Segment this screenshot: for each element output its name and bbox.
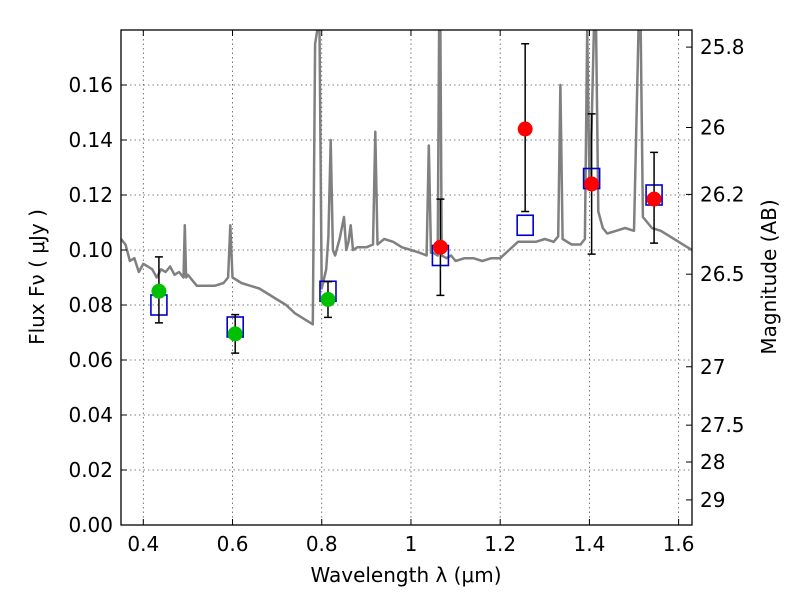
grid-lines bbox=[121, 30, 692, 526]
observed-point bbox=[646, 191, 662, 207]
x-tick-label: 1 bbox=[405, 532, 418, 556]
y-tick-label: 0.16 bbox=[68, 73, 113, 97]
y2-tick-label: 27.5 bbox=[700, 413, 745, 437]
y2-tick-label: 26.5 bbox=[700, 262, 745, 286]
y2-tick-label: 26 bbox=[700, 116, 725, 140]
x-tick-label: 0.6 bbox=[217, 532, 249, 556]
data-marks bbox=[150, 43, 663, 354]
y-tick-label: 0.02 bbox=[68, 458, 113, 482]
y-tick-label: 0.10 bbox=[68, 238, 113, 262]
y2-tick-label: 27 bbox=[700, 355, 725, 379]
x-tick-label: 1.6 bbox=[663, 532, 695, 556]
spectrum-line bbox=[121, 30, 692, 326]
observed-point bbox=[517, 121, 533, 137]
y2-tick-label: 25.8 bbox=[700, 35, 745, 59]
observed-point bbox=[584, 176, 600, 192]
y2-tick-label: 28 bbox=[700, 450, 725, 474]
x-tick-label: 1.4 bbox=[573, 532, 605, 556]
observed-point bbox=[227, 326, 243, 342]
model-flux-box bbox=[516, 214, 534, 237]
x-axis-label: Wavelength λ (μm) bbox=[310, 563, 501, 587]
axis-ticks: 0.4 0.6 0.8 1 1.2 1.4 1.6 0.00 0.02 0.04 0.06 0.08 0… bbox=[68, 30, 745, 556]
y-tick-label: 0.00 bbox=[68, 513, 113, 537]
y2-tick-label: 26.2 bbox=[700, 182, 745, 206]
y-tick-label: 0.06 bbox=[68, 348, 113, 372]
observed-point bbox=[320, 292, 336, 307]
observed-point bbox=[151, 283, 167, 299]
y-tick-label: 0.12 bbox=[68, 183, 113, 207]
observed-point bbox=[432, 239, 448, 255]
x-tick-label: 1.2 bbox=[484, 532, 516, 556]
y2-axis-label: Magnitude (AB) bbox=[757, 199, 781, 354]
y-axis-label: Flux Fν ( μJy ) bbox=[25, 209, 49, 345]
y-tick-label: 0.14 bbox=[68, 128, 113, 152]
x-tick-label: 0.8 bbox=[306, 532, 338, 556]
model-spectrum bbox=[121, 30, 692, 326]
y2-tick-label: 29 bbox=[700, 488, 725, 512]
y-tick-label: 0.04 bbox=[68, 403, 113, 427]
y-tick-label: 0.08 bbox=[68, 293, 113, 317]
x-tick-label: 0.4 bbox=[127, 532, 159, 556]
plot-frame bbox=[120, 29, 693, 526]
